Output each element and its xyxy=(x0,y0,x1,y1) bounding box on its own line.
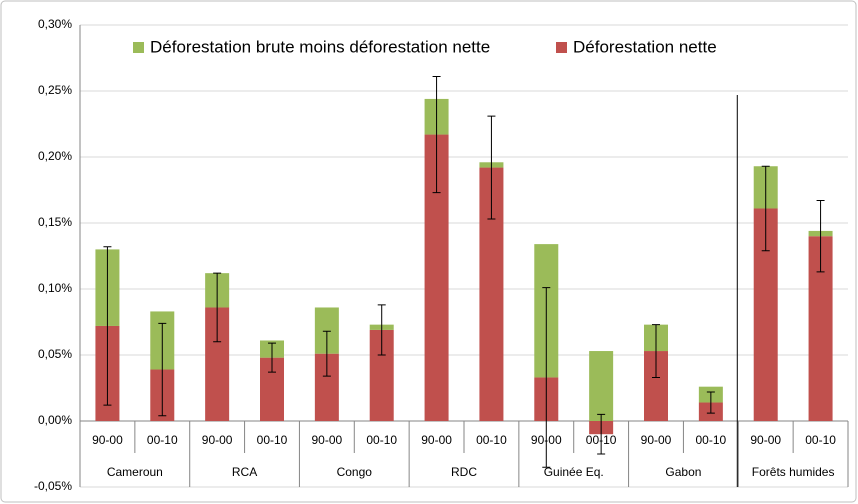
error-bar xyxy=(103,246,112,406)
error-bar xyxy=(706,391,715,414)
x-tick-label: 00-10 xyxy=(476,433,507,447)
y-tick-label: -0,05% xyxy=(34,479,72,493)
error-bar xyxy=(158,322,167,417)
error-bar xyxy=(542,287,551,468)
error-bar xyxy=(268,342,276,373)
y-tick-label: 0,00% xyxy=(38,413,72,427)
legend-swatch xyxy=(133,42,144,53)
legend-label: Déforestation brute moins déforestation … xyxy=(150,37,490,56)
x-tick-label: 00-10 xyxy=(805,433,836,447)
error-bar xyxy=(652,324,660,378)
legend-swatch xyxy=(556,42,567,53)
y-tick-label: 0,25% xyxy=(38,83,72,97)
x-tick-label: 00-10 xyxy=(147,433,178,447)
x-tick-label: 00-10 xyxy=(366,433,397,447)
x-tick-label: 00-10 xyxy=(696,433,727,447)
group-label: Forêts humides xyxy=(752,465,835,479)
error-bar xyxy=(322,330,331,377)
group-label: Guinée Eq. xyxy=(544,465,604,479)
x-tick-label: 90-00 xyxy=(641,433,672,447)
group-label: Gabon xyxy=(665,465,701,479)
group-label: Cameroun xyxy=(107,465,163,479)
x-tick-label: 90-00 xyxy=(421,433,452,447)
y-tick-label: 0,30% xyxy=(38,17,72,31)
group-label: RCA xyxy=(232,465,257,479)
y-tick-label: 0,10% xyxy=(38,281,72,295)
error-bar xyxy=(761,165,770,252)
x-tick-label: 00-10 xyxy=(257,433,288,447)
bar-segment xyxy=(589,351,614,421)
x-tick-label: 90-00 xyxy=(202,433,233,447)
y-tick-label: 0,20% xyxy=(38,149,72,163)
error-bar xyxy=(816,200,825,273)
x-tick-label: 90-00 xyxy=(92,433,123,447)
error-bar xyxy=(597,413,606,455)
x-tick-label: 90-00 xyxy=(750,433,781,447)
group-label: RDC xyxy=(451,465,477,479)
y-tick-label: 0,15% xyxy=(38,215,72,229)
error-bar xyxy=(377,304,386,356)
error-bar xyxy=(213,272,222,343)
group-label: Congo xyxy=(337,465,373,479)
error-bar xyxy=(487,115,496,220)
error-bar xyxy=(432,75,441,194)
x-tick-label: 90-00 xyxy=(312,433,343,447)
y-tick-label: 0,05% xyxy=(38,347,72,361)
legend-label: Déforestation nette xyxy=(573,37,717,56)
